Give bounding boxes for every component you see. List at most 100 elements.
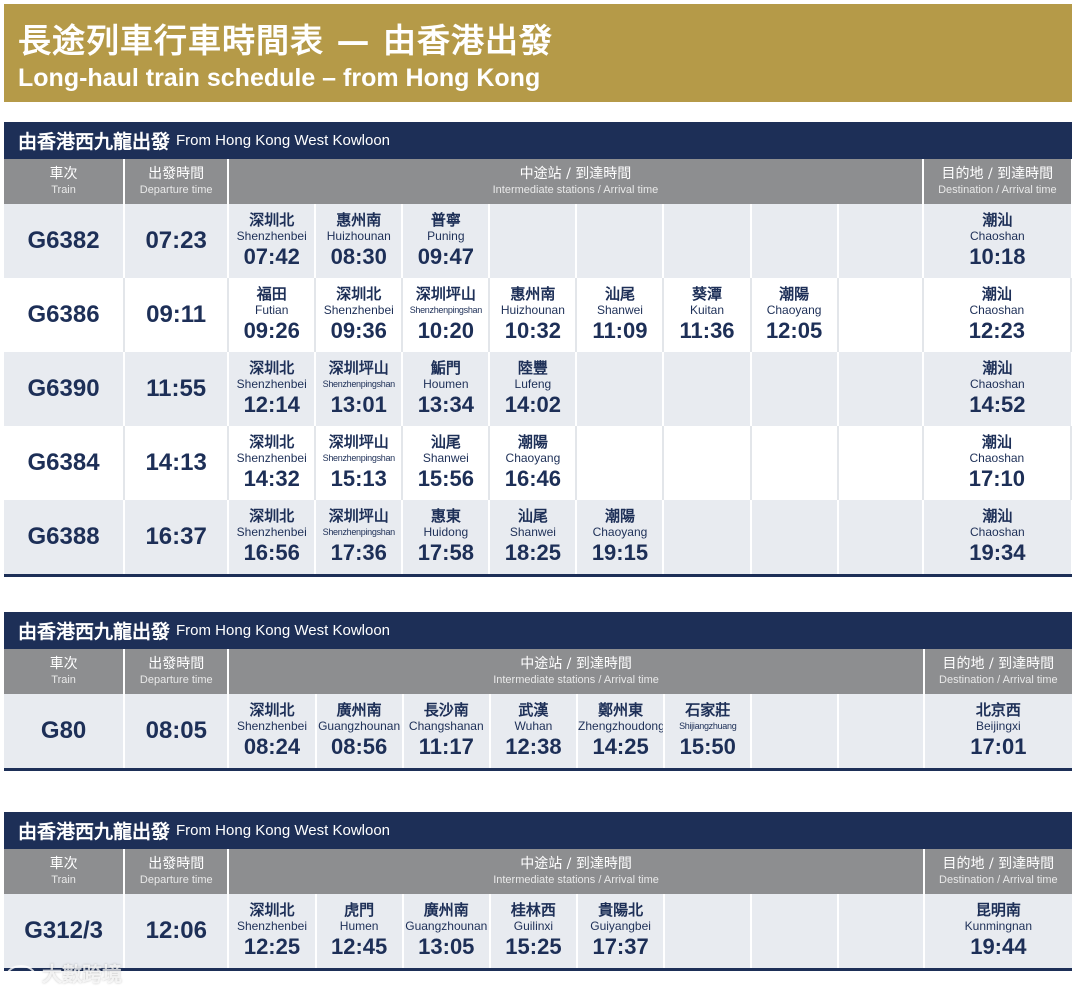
station-name-zh: 深圳北 [249, 359, 295, 377]
destination-stop: 潮汕 Chaoshan 17:10 [922, 426, 1073, 500]
arrival-time: 17:01 [970, 734, 1027, 759]
station-name-en: Shenzhenbei [236, 919, 307, 933]
header-departure: 出發時間 Departure time [124, 159, 230, 204]
empty-stop-cell [751, 894, 840, 968]
station-name-en: Zhengzhoudong [578, 719, 665, 733]
header-destination-zh: 目的地 / 到達時間 [942, 656, 1055, 672]
empty-stop-cell [750, 352, 839, 426]
header-destination-en: Destination / Arrival time [939, 674, 1058, 686]
arrival-time: 12:05 [765, 318, 823, 343]
intermediate-stop: 福田 Futian 09:26 [228, 278, 317, 352]
section-title-zh: 由香港西九龍出發 [18, 131, 171, 153]
station-name-zh: 福田 [256, 285, 287, 303]
station-name-zh: 深圳坪山 [415, 285, 476, 303]
intermediate-stop: 潮陽 Chaoyang 16:46 [489, 426, 578, 500]
intermediate-stop: 惠東 Huidong 17:58 [402, 500, 491, 574]
destination-stop: 潮汕 Chaoshan 10:18 [922, 204, 1071, 278]
arrival-time: 12:38 [505, 734, 562, 759]
empty-stop-cell [489, 204, 578, 278]
header-destination-zh: 目的地 / 到達時間 [941, 166, 1054, 182]
intermediate-stop: 石家莊 Shijiangzhuang 15:50 [664, 694, 753, 768]
station-name-en: Wuhan [514, 719, 553, 733]
section-title-en: From Hong Kong West Kowloon [176, 132, 391, 149]
header-train-en: Train [51, 874, 76, 886]
station-name-en: Guiyangbei [590, 919, 651, 933]
header-train-en: Train [51, 674, 76, 686]
empty-stop-cell [663, 426, 752, 500]
header-intermediate-en: Intermediate stations / Arrival time [493, 674, 659, 686]
header-train: 車次 Train [4, 159, 126, 204]
header-train-zh: 車次 [49, 166, 78, 182]
header-departure: 出發時間 Departure time [124, 649, 230, 694]
header-train: 車次 Train [4, 649, 126, 694]
empty-stop-cell [838, 694, 925, 768]
station-name-en: Shenzhenpingshan [322, 379, 396, 389]
arrival-time: 19:44 [970, 934, 1027, 959]
station-name-en: Puning [427, 229, 465, 243]
station-name-en: Shenzhenbei [236, 451, 307, 465]
station-name-zh: 深圳北 [249, 901, 295, 919]
arrival-time: 17:10 [968, 466, 1025, 491]
empty-stop-cell [751, 694, 840, 768]
empty-stop-cell [750, 204, 839, 278]
intermediate-stop: 深圳坪山 Shenzhenpingshan 10:20 [402, 278, 491, 352]
page-title-en: Long-haul train schedule – from Hong Kon… [18, 64, 541, 92]
station-name-en: Shenzhenbei [236, 719, 307, 733]
arrival-time: 15:13 [330, 466, 387, 491]
intermediate-stop: 普寧 Puning 09:47 [402, 204, 491, 278]
arrival-time: 13:01 [330, 392, 387, 417]
empty-stop-cell [663, 500, 752, 574]
station-name-en: Shenzhenbei [323, 303, 394, 317]
arrival-time: 14:52 [969, 392, 1026, 417]
intermediate-stop: 武漢 Wuhan 12:38 [489, 694, 579, 768]
station-name-zh: 虎門 [344, 901, 375, 919]
train-number: G6390 [4, 352, 126, 426]
intermediate-stop: 汕尾 Shanwei 15:56 [402, 426, 491, 500]
station-name-en: Shanwei [509, 525, 556, 539]
station-name-en: Chaoshan [970, 229, 1025, 243]
station-name-en: Shijiangzhuang [679, 721, 737, 731]
station-name-en: Shanwei [596, 303, 643, 317]
station-name-zh: 潮汕 [982, 507, 1013, 525]
train-row: G6388 16:37 深圳北 Shenzhenbei 16:56 深圳坪山 Shenzhe… [4, 500, 1071, 574]
station-name-en: Huizhounan [326, 229, 391, 243]
page-title-zh: 長途列車行車時間表 — 由香港出發 [18, 21, 553, 60]
station-name-en: Chaoshan [970, 377, 1025, 391]
intermediate-stop: 鮜門 Houmen 13:34 [402, 352, 491, 426]
arrival-time: 12:14 [243, 392, 300, 417]
header-destination: 目的地 / 到達時間 Destination / Arrival time [923, 849, 1072, 894]
station-name-en: Chaoyang [592, 525, 648, 539]
intermediate-stop: 深圳北 Shenzhenbei 08:24 [228, 694, 317, 768]
station-name-zh: 鮜門 [430, 359, 461, 377]
arrival-time: 11:17 [418, 734, 474, 759]
station-name-en: Futian [255, 303, 289, 317]
station-name-zh: 深圳北 [249, 433, 295, 451]
departure-time: 08:05 [124, 694, 230, 768]
arrival-time: 16:46 [504, 466, 562, 491]
arrival-time: 09:47 [417, 244, 474, 269]
station-name-zh: 陸豐 [517, 359, 548, 377]
schedule-section: 由香港西九龍出發 From Hong Kong West Kowloon 車次 Tra… [4, 122, 1073, 577]
intermediate-stop: 桂林西 Guilinxi 15:25 [489, 894, 579, 968]
station-name-zh: 桂林西 [510, 901, 556, 919]
arrival-time: 08:30 [330, 244, 387, 269]
empty-stop-cell [576, 352, 665, 426]
header-intermediate-en: Intermediate stations / Arrival time [492, 184, 659, 196]
arrival-time: 14:25 [592, 734, 649, 759]
arrival-time: 12:23 [968, 318, 1025, 343]
empty-stop-cell [837, 500, 924, 574]
header-train-en: Train [51, 184, 76, 196]
station-name-zh: 惠東 [430, 507, 461, 525]
station-name-en: Houmen [423, 377, 469, 391]
station-name-zh: 昆明南 [975, 901, 1021, 919]
header-train-zh: 車次 [49, 856, 78, 872]
intermediate-stop: 深圳北 Shenzhenbei 14:32 [228, 426, 317, 500]
header-intermediate-zh: 中途站 / 到達時間 [520, 856, 632, 872]
section-title-en: From Hong Kong West Kowloon [176, 822, 391, 839]
station-name-en: Chaoshan [969, 451, 1025, 465]
section-title-zh: 由香港西九龍出發 [18, 821, 171, 843]
section-header: 由香港西九龍出發 From Hong Kong West Kowloon [4, 122, 1072, 159]
empty-stop-cell [837, 352, 924, 426]
station-name-zh: 潮汕 [981, 433, 1012, 451]
station-name-zh: 廣州南 [423, 901, 469, 919]
